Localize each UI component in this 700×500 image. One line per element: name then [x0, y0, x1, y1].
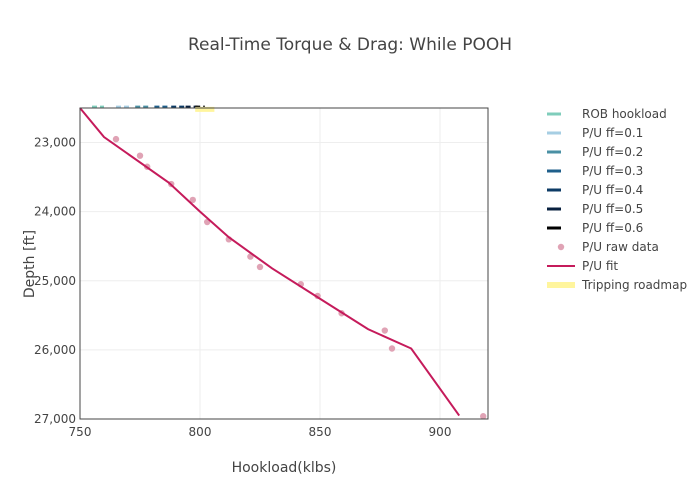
legend-label: P/U ff=0.2	[582, 145, 643, 159]
plot-area	[79, 105, 487, 420]
y-tick-label: 24,000	[34, 205, 76, 219]
legend-swatch	[547, 282, 575, 288]
pu-fit-line	[79, 107, 461, 417]
raw-data-point	[136, 152, 144, 159]
legend-label: P/U raw data	[582, 240, 659, 254]
legend-label: P/U ff=0.5	[582, 202, 643, 216]
legend-swatch	[557, 243, 565, 251]
chart-title: Real-Time Torque & Drag: While POOH	[188, 35, 512, 55]
y-tick-label: 25,000	[34, 274, 76, 288]
y-tick-label: 26,000	[34, 343, 76, 357]
legend-label: P/U ff=0.4	[582, 183, 643, 197]
raw-data-point	[480, 413, 487, 420]
raw-data-point	[381, 327, 388, 334]
x-tick-label: 850	[309, 425, 332, 439]
legend-label: P/U ff=0.6	[582, 221, 643, 235]
x-tick-label: 800	[189, 425, 212, 439]
raw-data-point	[388, 345, 396, 352]
y-tick-label: 23,000	[34, 136, 76, 150]
y-tick-label: 27,000	[34, 412, 76, 426]
legend-label: ROB hookload	[582, 107, 667, 121]
legend-label: Tripping roadmap	[581, 278, 687, 292]
y-axis-title: Depth [ft]	[22, 230, 38, 298]
legend-label: P/U ff=0.1	[582, 126, 643, 140]
raw-data-point	[112, 135, 120, 143]
legend: ROB hookload P/U ff=0.1 P/U ff=0.2 P/U ff=0…	[547, 107, 687, 292]
axes: 750 800 850 900 23,000 24,000 25,000 26,000 27,0…	[34, 107, 489, 439]
x-tick-label: 750	[69, 425, 92, 439]
raw-data-point	[256, 263, 264, 271]
plot-border	[79, 107, 489, 420]
x-axis-title: Hookload(klbs)	[232, 460, 337, 476]
x-tick-label: 900	[429, 425, 452, 439]
legend-label: P/U fit	[582, 259, 618, 273]
raw-data-point	[189, 196, 196, 204]
legend-label: P/U ff=0.3	[582, 164, 643, 178]
